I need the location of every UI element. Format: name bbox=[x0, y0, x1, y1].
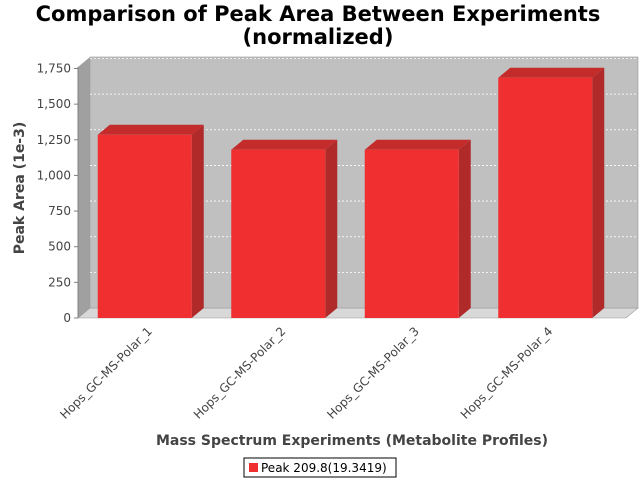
y-tick-label: 1,500 bbox=[37, 97, 71, 111]
y-tick-label: 500 bbox=[48, 240, 71, 254]
chart-title: Comparison of Peak Area Between Experime… bbox=[36, 2, 601, 26]
bar-side bbox=[191, 124, 204, 318]
x-axis-ticks: Hops_GC-MS-Polar_1 Hops_GC-MS-Polar_2 Hops… bbox=[57, 324, 555, 422]
bar-top bbox=[97, 124, 204, 135]
y-tick-label: 750 bbox=[48, 204, 71, 218]
bar-top bbox=[498, 67, 605, 78]
bar-side bbox=[592, 67, 605, 318]
bar-top bbox=[231, 139, 338, 150]
y-tick-label: 0 bbox=[63, 311, 71, 325]
bar bbox=[364, 149, 459, 318]
bar bbox=[97, 134, 192, 318]
chart-subtitle: (normalized) bbox=[243, 25, 394, 49]
y-axis-label: Peak Area (1e-3) bbox=[12, 122, 28, 255]
y-tick-label: 1,000 bbox=[37, 168, 71, 182]
x-tick-label: Hops_GC-MS-Polar_2 bbox=[191, 324, 289, 422]
x-tick-label: Hops_GC-MS-Polar_4 bbox=[458, 324, 556, 422]
bar-side bbox=[325, 139, 338, 318]
x-tick-label: Hops_GC-MS-Polar_3 bbox=[324, 324, 422, 422]
legend-swatch bbox=[249, 463, 258, 472]
y-tick-label: 1,250 bbox=[37, 133, 71, 147]
legend-box bbox=[243, 457, 397, 478]
legend: Peak 209.8(19.3419) bbox=[243, 457, 397, 478]
bars bbox=[97, 67, 605, 318]
x-axis-label: Mass Spectrum Experiments (Metabolite Pr… bbox=[156, 433, 548, 449]
bar-top bbox=[364, 139, 471, 150]
bar bbox=[498, 77, 593, 318]
y-tick-label: 250 bbox=[48, 275, 71, 289]
bar bbox=[231, 149, 326, 318]
legend-entry: Peak 209.8(19.3419) bbox=[261, 461, 387, 475]
bar-side bbox=[458, 139, 471, 318]
y-axis-ticks: 0 250 500 750 1,000 1,250 1,500 1,750 bbox=[37, 62, 78, 325]
y-tick-label: 1,750 bbox=[37, 62, 71, 76]
plot-side-wall bbox=[78, 57, 90, 318]
x-tick-label: Hops_GC-MS-Polar_1 bbox=[57, 324, 155, 422]
